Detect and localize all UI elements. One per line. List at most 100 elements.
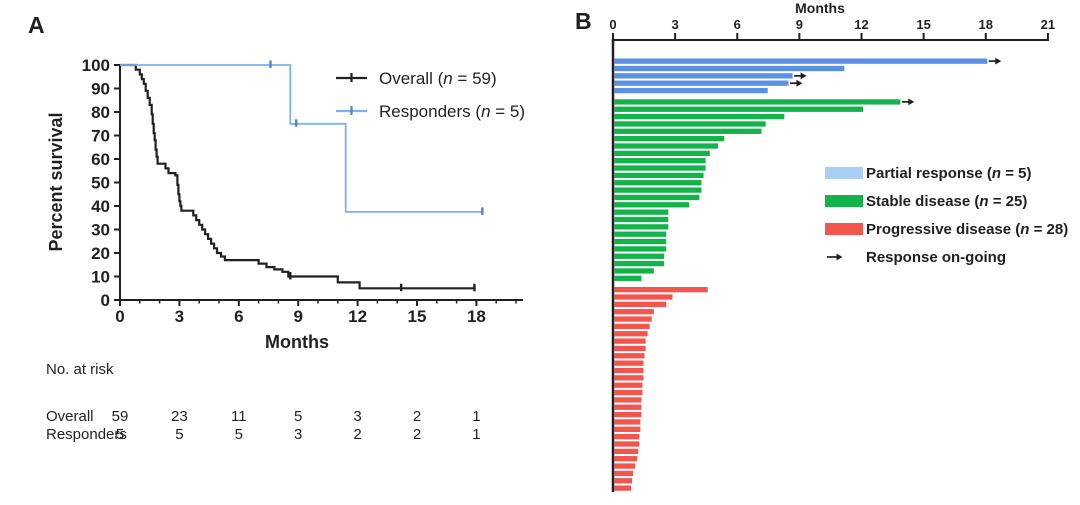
swimmer-bar — [614, 345, 646, 352]
swimmer-bar — [614, 382, 643, 388]
y-tick-label: 20 — [91, 244, 110, 263]
swimmer-bar — [614, 150, 710, 156]
legend-arrow-label: Response on-going — [866, 249, 1006, 266]
swimmer-x-tick-label: 3 — [672, 17, 679, 32]
swimmer-bar — [614, 448, 639, 454]
x-tick-label: 18 — [467, 307, 486, 326]
swimmer-bar — [614, 367, 644, 374]
risk-value: 23 — [171, 408, 188, 425]
ongoing-arrowhead — [995, 57, 1002, 65]
swimmer-bar — [614, 99, 901, 105]
kaplan-meier-plot: 0 10 20 30 40 50 60 70 80 90 100 0 3 6 9 12 15 18 Months Pe… — [46, 56, 525, 352]
swimmer-bar — [614, 411, 642, 418]
legend-swatch — [825, 195, 863, 207]
risk-row-label: Overall — [46, 408, 94, 425]
y-tick-label: 100 — [82, 56, 110, 75]
x-tick-label: 15 — [408, 307, 427, 326]
risk-value: 2 — [412, 408, 422, 425]
swimmer-bar — [614, 463, 636, 469]
risk-value: 59 — [111, 408, 129, 425]
swimmer-bar — [614, 478, 633, 484]
swimmer-bar — [614, 338, 646, 344]
swimmer-bar — [614, 136, 725, 142]
y-tick-label: 0 — [101, 291, 110, 310]
swimmer-bar — [614, 158, 706, 164]
swimmer-bar — [614, 456, 638, 462]
km-curve-responders — [120, 64, 483, 213]
swimmer-bar — [614, 470, 634, 477]
swimmer-bar — [614, 106, 864, 112]
x-axis-title: Months — [265, 332, 329, 352]
swimmer-bar — [614, 260, 665, 267]
risk-value: 5 — [115, 426, 125, 443]
risk-value: 5 — [234, 426, 243, 443]
legend-label: Progressive disease (n = 28) — [866, 221, 1068, 238]
y-axis-title: Percent survival — [46, 112, 66, 251]
panel-b-label: B — [575, 8, 592, 34]
swimmer-bar — [614, 180, 702, 186]
y-tick-label: 40 — [91, 197, 110, 216]
legend-arrowhead — [836, 253, 843, 261]
ongoing-arrowhead — [908, 98, 915, 106]
legend-label: Responders (n = 5) — [379, 102, 525, 121]
y-tick-label: 10 — [91, 268, 110, 287]
swimmer-bar — [614, 87, 768, 94]
swimmer-bar — [614, 441, 640, 447]
swimmer-bar — [614, 73, 793, 79]
swimmer-bar — [614, 209, 669, 215]
swimmer-bar — [614, 397, 642, 403]
y-tick-label: 70 — [91, 127, 110, 146]
swimmer-bar — [614, 238, 667, 245]
swimmer-bar — [614, 316, 652, 322]
y-tick-label: 80 — [91, 103, 110, 122]
risk-value: 3 — [353, 408, 362, 425]
x-tick-label: 6 — [234, 307, 243, 326]
risk-value: 5 — [175, 426, 184, 443]
swimmer-bar — [614, 128, 762, 134]
swimmer-bar — [614, 419, 641, 425]
swimmer-x-tick-label: 18 — [979, 17, 993, 32]
swimmer-bar — [614, 275, 642, 281]
ongoing-arrowhead — [796, 79, 803, 87]
swimmer-bar — [614, 294, 673, 300]
swimmer-bar — [614, 202, 690, 208]
swimmer-bar — [614, 309, 654, 315]
y-tick-label: 30 — [91, 221, 110, 240]
swimmer-bar — [614, 485, 632, 491]
y-tick-label: 60 — [91, 150, 110, 169]
legend-label: Partial response (n = 5) — [866, 165, 1032, 182]
swimmer-bar — [614, 58, 988, 64]
swimmer-bar — [614, 404, 642, 410]
swimmer-bar — [614, 113, 785, 120]
risk-value: 1 — [472, 408, 481, 425]
swimmer-bar — [614, 172, 704, 179]
risk-value: 2 — [353, 426, 362, 443]
swimmer-bar — [614, 246, 667, 252]
risk-table-title: No. at risk — [46, 361, 114, 378]
swimmer-bar — [614, 360, 644, 366]
y-tick-label: 50 — [91, 174, 110, 193]
swimmer-bar — [614, 323, 650, 330]
swimmer-bar — [614, 165, 706, 171]
swimmer-x-tick-label: 9 — [796, 17, 803, 32]
swimmer-bar — [614, 187, 702, 193]
legend-label: Stable disease (n = 25) — [866, 193, 1027, 210]
swimmer-x-tick-label: 21 — [1041, 17, 1055, 32]
panel-b-swimmer: B 0 3 6 9 12 15 18 21 Months Partial response (n … — [560, 0, 1080, 505]
swimmer-bar — [614, 375, 644, 381]
swimmer-bar — [614, 224, 669, 230]
swimmer-bar — [614, 301, 667, 307]
swimmer-bar — [614, 331, 648, 337]
swimmer-bar — [614, 231, 667, 237]
swimmer-x-tick-label: 6 — [734, 17, 741, 32]
swimmer-bar — [614, 389, 643, 396]
swimmer-bar — [614, 268, 654, 274]
risk-table: No. at risk Overall 59 23 11 5 3 2 1 Responders 5… — [46, 361, 481, 443]
swimmer-bar — [614, 434, 640, 440]
y-tick-label: 90 — [91, 80, 110, 99]
risk-value: 3 — [294, 426, 303, 443]
x-tick-label: 3 — [175, 307, 184, 326]
legend-swatch — [825, 167, 863, 179]
risk-value: 5 — [294, 408, 303, 425]
